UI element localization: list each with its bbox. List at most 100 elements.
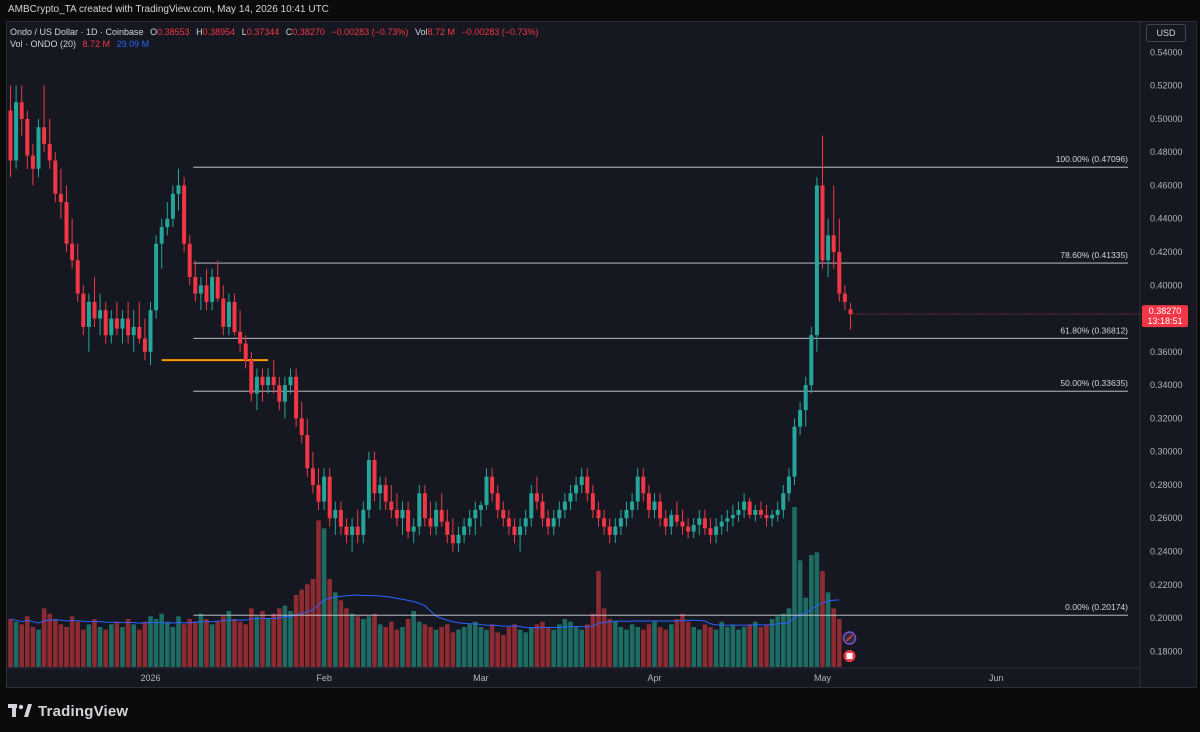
volume-bar [433, 629, 439, 667]
footer-brand[interactable]: TradingView [38, 702, 129, 720]
volume-bar [148, 616, 153, 667]
close-value: 0.38270 [292, 27, 325, 37]
candle-body [831, 235, 836, 252]
volume-bar [484, 629, 489, 667]
vol-label: Vol [414, 27, 428, 37]
candle-body [322, 476, 327, 502]
candle-body [260, 376, 265, 386]
x-tick-label: Apr [647, 673, 661, 683]
volume-bar [753, 621, 758, 667]
volume-bar [47, 613, 52, 667]
volume-bar [215, 621, 220, 667]
y-tick-label: 0.54000 [1150, 47, 1183, 57]
volume-bar [769, 619, 775, 667]
volume-bar [25, 616, 30, 667]
volume-bar [803, 597, 808, 667]
volume-bar [764, 624, 769, 667]
volume-bar [321, 528, 327, 667]
candle-body [58, 193, 63, 203]
candle-body [232, 301, 237, 332]
volume-bar [489, 624, 495, 667]
fib-level-label: 100.00% (0.47096) [1056, 154, 1128, 164]
candle-body [439, 509, 444, 522]
candle-body [613, 526, 618, 535]
candle-body [674, 514, 679, 522]
volume-bar [69, 616, 75, 667]
volume-bar [450, 632, 456, 667]
volume-bar [736, 629, 741, 667]
volume-bar [657, 627, 663, 667]
candle-body [137, 326, 142, 339]
candle-body [394, 509, 399, 519]
volume-bar [333, 592, 338, 667]
currency-button[interactable]: USD [1146, 24, 1186, 42]
volume-bar [473, 621, 478, 667]
candle-body [249, 360, 254, 394]
volume-bar [775, 616, 780, 667]
volume-bar [271, 613, 276, 667]
candle-body [204, 285, 209, 302]
volume-legend: Vol · ONDO (20) 8.72 M 29.09 M [10, 39, 149, 49]
candle-body [792, 426, 797, 477]
volume-bar [629, 624, 635, 667]
y-tick-label: 0.30000 [1150, 447, 1183, 457]
volume-bar [495, 632, 500, 667]
high-value: 0.38954 [202, 27, 236, 37]
volume-bar [529, 627, 534, 667]
y-tick-label: 0.28000 [1150, 480, 1183, 490]
volume-bar [837, 619, 842, 667]
x-tick-label: Jun [989, 673, 1004, 683]
candle-body [400, 509, 405, 519]
volume-bar [366, 616, 372, 667]
symbol-title[interactable]: Ondo / US Dollar · 1D · Coinbase [10, 27, 144, 37]
volume-bar [193, 621, 198, 667]
volume-bar [461, 627, 467, 667]
price-badge [1142, 305, 1188, 328]
candle-body [333, 509, 338, 519]
volume-bar [232, 619, 237, 667]
candle-body [652, 501, 657, 510]
volume-indicator-label[interactable]: Vol · ONDO (20) [10, 39, 77, 49]
volume-bar [590, 613, 596, 667]
fib-level-label: 78.60% (0.41335) [1060, 250, 1128, 260]
volume-bar [573, 627, 579, 667]
volume-bar [635, 627, 640, 667]
candle-body [344, 526, 349, 535]
volume-bar [506, 627, 512, 667]
volume-bar [831, 608, 836, 667]
volume-bar [557, 624, 562, 667]
candle-body [277, 385, 282, 402]
x-tick-label: Feb [316, 673, 332, 683]
candle-body [422, 493, 427, 519]
candle-body [826, 235, 831, 261]
candle-body [523, 518, 528, 527]
volume-bar [36, 629, 41, 667]
chart-pane[interactable] [6, 21, 1197, 688]
event-rocket-mark [845, 634, 854, 642]
candle-body [540, 501, 545, 519]
candle-body [590, 493, 595, 510]
candle-body [30, 155, 35, 169]
candle-body [814, 185, 819, 336]
volume-bar [809, 555, 814, 667]
y-tick-label: 0.22000 [1150, 580, 1183, 590]
volume-bar [249, 608, 254, 667]
candle-body [512, 526, 517, 535]
volume-bar [545, 627, 551, 667]
volume-bar [120, 627, 125, 667]
candle-body [366, 460, 371, 510]
candle-body [529, 493, 534, 519]
candle-body [14, 102, 19, 161]
candle-body [467, 518, 472, 527]
candle-body [719, 521, 724, 527]
volume-bar [131, 624, 136, 667]
volume-bar [153, 619, 159, 667]
candle-body [310, 468, 315, 485]
fib-level-label: 50.00% (0.33635) [1060, 378, 1128, 388]
volume-bar [30, 627, 36, 667]
footer: TradingView [8, 702, 128, 720]
volume-bar [512, 624, 517, 667]
y-tick-label: 0.42000 [1150, 247, 1183, 257]
x-tick-label: 2026 [140, 673, 160, 683]
volume-bar [125, 619, 131, 667]
